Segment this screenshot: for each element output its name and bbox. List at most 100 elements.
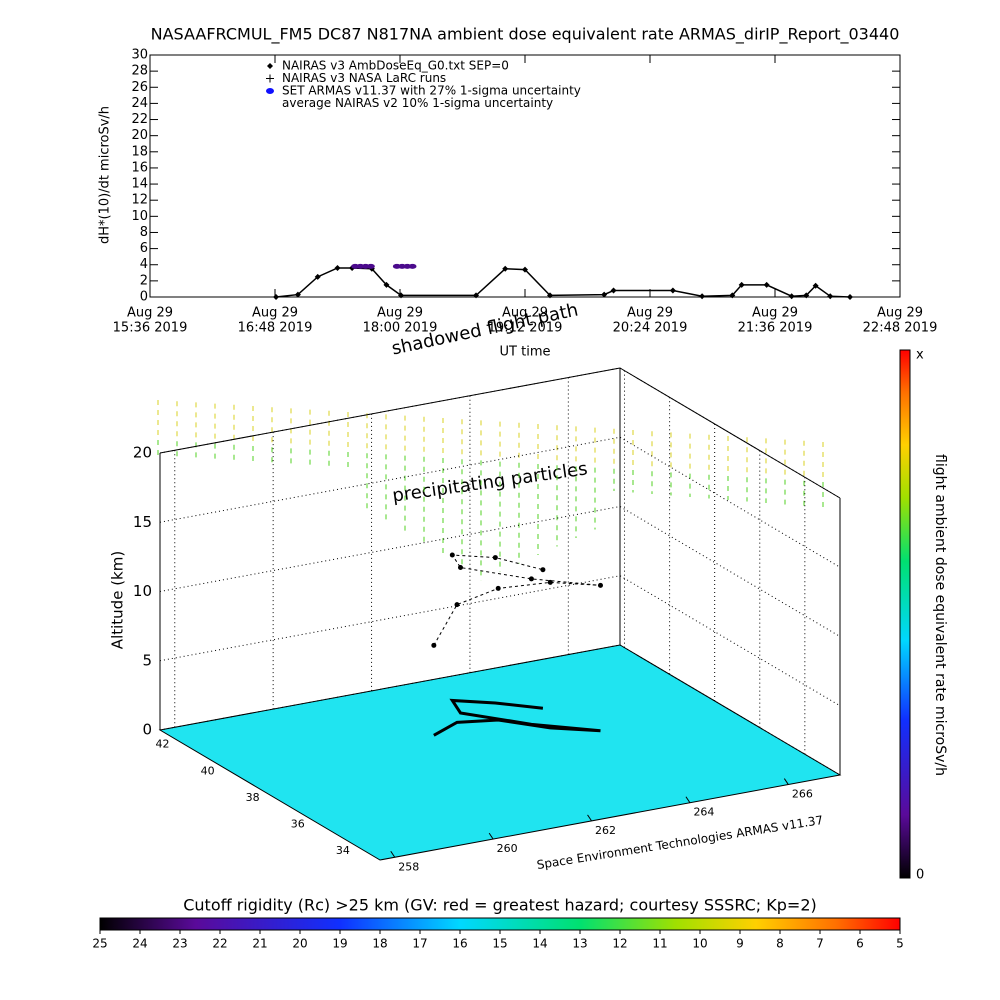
colorbar-tick-label: 7 <box>816 937 824 951</box>
point <box>334 264 341 271</box>
flight-point <box>431 642 437 648</box>
colorbar-tick-label: 5 <box>896 937 904 951</box>
point <box>408 263 417 269</box>
y-tick-label: 2 <box>140 273 148 288</box>
colorbar-tick-label: 6 <box>856 937 864 951</box>
y-tick-label: 28 <box>131 64 148 79</box>
x-tick-label: 21:36 2019 <box>738 321 813 336</box>
z-tick-label: 5 <box>142 651 152 669</box>
x-tick-label: Aug 29 <box>127 306 173 321</box>
dose-colorbar <box>899 349 911 879</box>
flight-point <box>492 555 498 561</box>
y-axis-title: dH*(10)/dt microSv/h <box>98 106 113 244</box>
colorbar-label: x <box>916 348 924 363</box>
point <box>366 263 375 269</box>
colorbar-tick-label: 15 <box>492 937 507 951</box>
colorbar-tick-label: 8 <box>776 937 784 951</box>
point <box>314 273 321 280</box>
x-tick-label: 18:00 2019 <box>363 321 438 336</box>
point <box>547 292 553 299</box>
flight-point <box>495 585 501 591</box>
colorbar-tick-label: 24 <box>132 937 147 951</box>
rigidity-colorbar <box>99 917 901 931</box>
legend-marker <box>266 88 274 94</box>
colorbar-tick-label: 22 <box>212 937 227 951</box>
point <box>729 292 736 299</box>
colorbar-tick-label: 17 <box>412 937 427 951</box>
point <box>601 291 608 298</box>
colorbar-tick-label: 14 <box>532 937 547 951</box>
colorbar-tick-label: 23 <box>172 937 187 951</box>
y-tick-label: 0 <box>140 290 148 305</box>
point <box>294 291 301 298</box>
legend-marker <box>266 74 274 83</box>
point <box>827 293 834 300</box>
flight-point <box>457 565 463 571</box>
x-tick-label: 260 <box>497 842 518 855</box>
colorbar-title: Cutoff rigidity (Rc) >25 km (GV: red = g… <box>183 896 817 915</box>
point <box>738 281 745 288</box>
colorbar-tick-label: 12 <box>612 937 627 951</box>
flight-point <box>528 576 534 582</box>
x-tick-label: 19:12 2019 <box>488 321 563 336</box>
y-tick-label: 10 <box>131 209 148 224</box>
colorbar-tick-label: 25 <box>92 937 107 951</box>
z-tick-label: 0 <box>142 721 152 739</box>
x-tick-label: Aug 29 <box>627 306 673 321</box>
y-tick-label: 4 <box>140 257 148 272</box>
y-tick-label: 24 <box>131 96 148 111</box>
point <box>803 292 810 299</box>
y-tick-label: 38 <box>246 791 260 804</box>
line <box>275 267 851 298</box>
point <box>502 265 509 272</box>
legend-marker <box>267 63 273 69</box>
y-tick-label: 40 <box>201 764 215 777</box>
legend-label: NAIRAS v3 AmbDoseEq_G0.txt SEP=0 <box>282 59 509 73</box>
box-edge <box>619 367 841 499</box>
y-tick-label: 6 <box>140 241 148 256</box>
flight-point <box>547 579 553 585</box>
y-tick-label: 14 <box>131 177 148 192</box>
x-tick-label: 20:24 2019 <box>613 321 688 336</box>
y-tick-label: 26 <box>131 80 148 95</box>
point <box>763 281 770 288</box>
flight-point <box>454 602 460 608</box>
colorbar-tick-label: 18 <box>372 937 387 951</box>
colorbar-label: 0 <box>916 868 924 883</box>
point <box>812 282 819 289</box>
flight-point <box>597 582 603 588</box>
x-tick <box>783 778 789 785</box>
colorbar-tick-label: 13 <box>572 937 587 951</box>
y-tick-label: 12 <box>131 193 148 208</box>
x-tick-label: 22:48 2019 <box>863 321 938 336</box>
x-tick-label: 258 <box>398 860 419 873</box>
point <box>398 292 405 299</box>
flight-point <box>449 552 455 558</box>
y-tick-label: 22 <box>131 112 148 127</box>
y-tick-label: 42 <box>156 738 170 751</box>
colorbar-tick-label: 9 <box>736 937 744 951</box>
x-tick <box>390 850 396 858</box>
y-tick-label: 8 <box>140 225 148 240</box>
chart-title: NASAAFRCMUL_FM5 DC87 N817NA ambient dose… <box>151 25 900 45</box>
colorbar-tick-label: 10 <box>692 937 707 951</box>
x-axis-title: UT time <box>500 345 551 360</box>
colorbar-tick-label: 19 <box>332 937 347 951</box>
legend-label: SET ARMAS v11.37 with 27% 1-sigma uncert… <box>282 84 581 98</box>
point <box>669 287 676 294</box>
z-axis-title: Altitude (km) <box>109 551 127 649</box>
x-tick-label: 266 <box>792 788 813 801</box>
colorbar-tick-label: 16 <box>452 937 467 951</box>
y-tick-label: 34 <box>336 844 350 857</box>
legend-label: NAIRAS v3 NASA LaRC runs <box>282 71 446 85</box>
point <box>610 287 617 294</box>
x-tick <box>587 814 592 822</box>
z-tick-label: 20 <box>133 444 152 462</box>
x-tick-label: 15:36 2019 <box>113 321 188 336</box>
x-tick-label: Aug 29 <box>877 306 923 321</box>
point <box>273 294 280 300</box>
point <box>788 293 795 300</box>
y-tick-label: 18 <box>131 144 148 159</box>
colorbar-title: flight ambient dose equivalent rate micr… <box>932 454 948 776</box>
